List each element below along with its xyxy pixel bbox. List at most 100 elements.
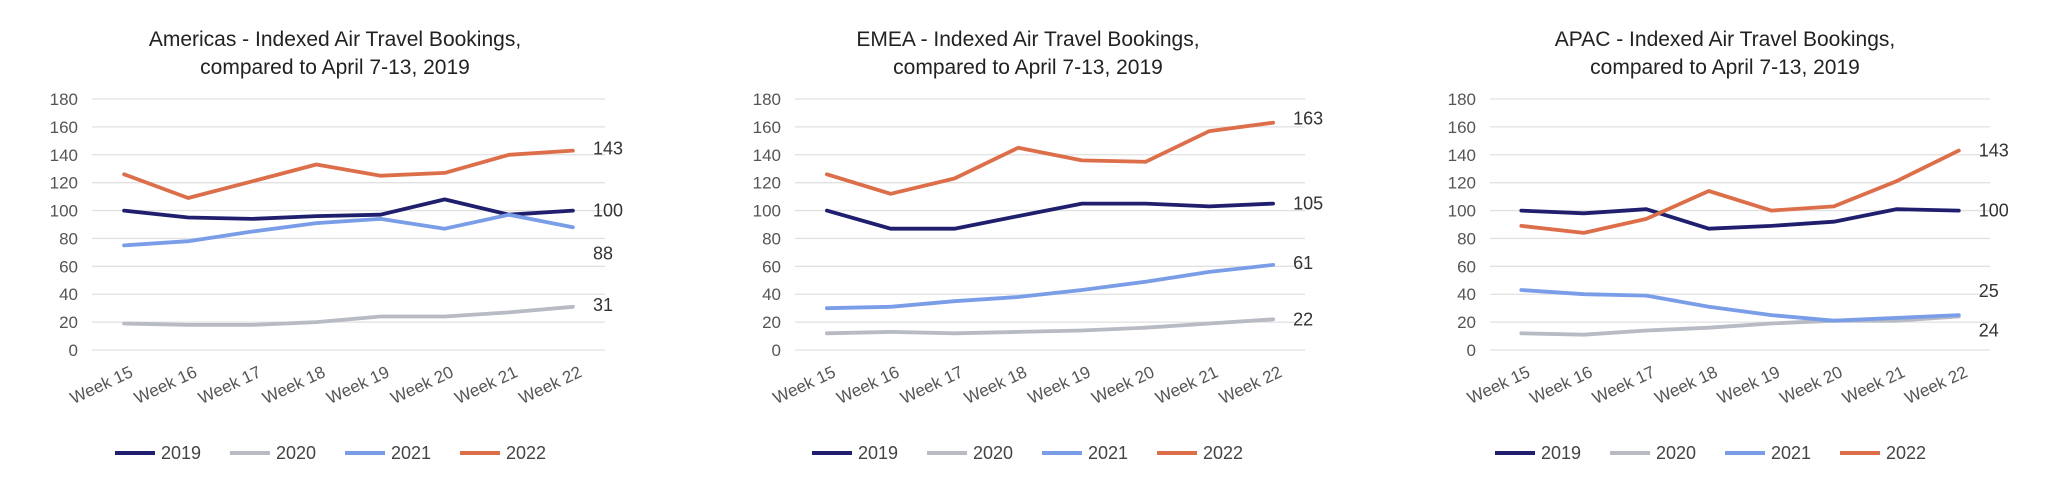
legend-label-2019: 2019	[161, 443, 201, 463]
y-tick-label: 180	[1448, 90, 1476, 109]
chart-title-line: compared to April 7-13, 2019	[1590, 56, 1860, 79]
x-tick-label: Week 15	[1464, 362, 1533, 407]
y-tick-label: 60	[1457, 257, 1476, 276]
y-tick-label: 120	[50, 174, 78, 193]
chart-title-line: compared to April 7-13, 2019	[200, 56, 470, 79]
y-tick-label: 100	[50, 202, 78, 221]
y-tick-label: 120	[1448, 174, 1476, 193]
legend-label-2021: 2021	[1088, 443, 1128, 463]
chart-panel-1: Americas - Indexed Air Travel Bookings, c…	[50, 28, 623, 463]
x-tick-label: Week 17	[898, 362, 967, 407]
x-tick-label: Week 16	[1527, 362, 1596, 407]
x-tick-label: Week 21	[452, 362, 521, 407]
x-tick-label: Week 21	[1153, 362, 1222, 407]
series-line-2022	[122, 148, 575, 200]
y-tick-label: 140	[753, 146, 781, 165]
legend-label-2019: 2019	[1541, 443, 1581, 463]
x-tick-label: Week 18	[260, 362, 329, 407]
legend: 2019 2020 2021 2022	[1495, 443, 1926, 463]
y-tick-label: 40	[762, 285, 781, 304]
end-label-2020: 24	[1979, 321, 1999, 341]
legend-label-2022: 2022	[1203, 443, 1243, 463]
series-line-2019	[1519, 207, 1961, 231]
y-tick-label: 120	[753, 174, 781, 193]
x-tick-label: Week 19	[1714, 362, 1783, 407]
legend-label-2020: 2020	[1656, 443, 1696, 463]
series-line-2020	[825, 317, 1275, 336]
series-line-2020	[122, 304, 575, 327]
y-tick-label: 60	[762, 257, 781, 276]
y-tick-label: 100	[1448, 202, 1476, 221]
chart-title-line: Americas - Indexed Air Travel Bookings,	[149, 28, 521, 51]
x-tick-label: Week 18	[961, 362, 1030, 407]
y-tick-label: 140	[1448, 146, 1476, 165]
y-tick-label: 40	[1457, 285, 1476, 304]
series-line-2022	[825, 120, 1275, 196]
x-tick-label: Week 16	[131, 362, 200, 407]
legend-label-2020: 2020	[973, 443, 1013, 463]
series-line-2021	[825, 262, 1275, 311]
end-label-2021: 25	[1979, 281, 1999, 301]
legend-label-2021: 2021	[391, 443, 431, 463]
y-tick-label: 140	[50, 146, 78, 165]
y-tick-label: 160	[50, 118, 78, 137]
end-label-2019: 100	[1979, 201, 2009, 221]
end-label-2019: 105	[1293, 194, 1323, 214]
series-line-2019	[122, 197, 575, 221]
y-tick-label: 80	[59, 229, 78, 248]
y-tick-label: 40	[59, 285, 78, 304]
y-tick-label: 20	[762, 313, 781, 332]
y-tick-label: 80	[762, 229, 781, 248]
y-tick-label: 20	[59, 313, 78, 332]
y-tick-label: 180	[753, 90, 781, 109]
end-label-2020: 22	[1293, 309, 1313, 329]
end-label-2022: 163	[1293, 109, 1323, 129]
series-line-2021	[1519, 288, 1961, 323]
x-tick-label: Week 18	[1652, 362, 1721, 407]
end-label-2020: 31	[593, 295, 613, 315]
end-label-2022: 143	[593, 139, 623, 159]
y-tick-label: 0	[69, 341, 78, 360]
end-label-2021: 88	[593, 243, 613, 263]
end-label-2021: 61	[1293, 253, 1313, 273]
legend: 2019 2020 2021 2022	[812, 443, 1243, 463]
y-tick-label: 160	[1448, 118, 1476, 137]
y-tick-label: 160	[753, 118, 781, 137]
x-tick-label: Week 17	[195, 362, 264, 407]
y-tick-label: 0	[1467, 341, 1476, 360]
legend-label-2022: 2022	[1886, 443, 1926, 463]
chart-panel-2: EMEA - Indexed Air Travel Bookings, compa…	[753, 28, 1324, 463]
x-tick-label: Week 21	[1839, 362, 1908, 407]
x-tick-label: Week 19	[1025, 362, 1094, 407]
x-tick-label: Week 15	[67, 362, 136, 407]
legend-label-2022: 2022	[506, 443, 546, 463]
x-tick-label: Week 22	[1216, 362, 1285, 407]
x-tick-label: Week 22	[1902, 362, 1971, 407]
end-label-2019: 100	[593, 201, 623, 221]
series-line-2019	[825, 201, 1275, 231]
chart-title-line: EMEA - Indexed Air Travel Bookings,	[856, 28, 1199, 51]
x-tick-label: Week 22	[516, 362, 585, 407]
chart-panel-3: APAC - Indexed Air Travel Bookings, compa…	[1448, 28, 2009, 463]
x-tick-label: Week 20	[1777, 362, 1846, 407]
x-tick-label: Week 15	[770, 362, 839, 407]
x-tick-label: Week 20	[388, 362, 457, 407]
y-tick-label: 0	[772, 341, 781, 360]
series-line-2022	[1519, 148, 1961, 235]
legend-label-2021: 2021	[1771, 443, 1811, 463]
legend-label-2020: 2020	[276, 443, 316, 463]
end-label-2022: 143	[1979, 141, 2009, 161]
x-tick-label: Week 16	[834, 362, 903, 407]
chart-title-line: APAC - Indexed Air Travel Bookings,	[1555, 28, 1895, 51]
y-tick-label: 180	[50, 90, 78, 109]
y-tick-label: 60	[59, 257, 78, 276]
x-tick-label: Week 17	[1589, 362, 1658, 407]
y-tick-label: 80	[1457, 229, 1476, 248]
series-line-2021	[122, 212, 575, 248]
y-tick-label: 20	[1457, 313, 1476, 332]
legend: 2019 2020 2021 2022	[115, 443, 546, 463]
x-tick-label: Week 19	[324, 362, 393, 407]
chart-title-line: compared to April 7-13, 2019	[893, 56, 1163, 79]
legend-label-2019: 2019	[858, 443, 898, 463]
